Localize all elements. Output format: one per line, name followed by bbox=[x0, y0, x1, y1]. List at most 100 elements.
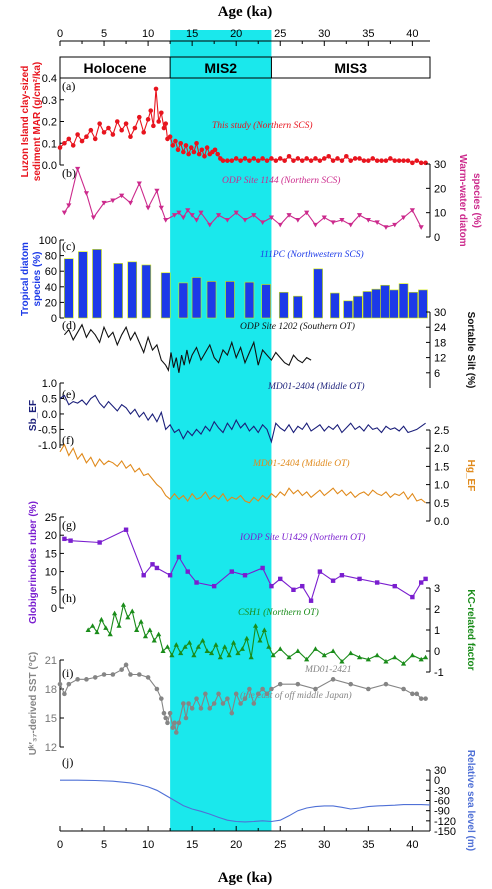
data-point bbox=[147, 627, 153, 632]
data-point bbox=[261, 627, 267, 632]
top-x-axis: 0 5 10 15 20 25 30 35 40 bbox=[57, 28, 430, 46]
data-point bbox=[326, 154, 331, 159]
y-tick-label: 100 bbox=[39, 235, 57, 247]
data-point bbox=[97, 540, 102, 545]
bar bbox=[78, 251, 88, 319]
data-point bbox=[98, 616, 105, 622]
data-point bbox=[321, 215, 327, 221]
data-point bbox=[110, 198, 116, 204]
data-point bbox=[410, 594, 415, 600]
data-point bbox=[202, 154, 207, 159]
data-point bbox=[295, 681, 301, 687]
data-point bbox=[186, 701, 191, 706]
data-point bbox=[264, 691, 270, 697]
data-point bbox=[183, 143, 189, 148]
y-tick-label: 24 bbox=[434, 322, 446, 334]
series-line bbox=[63, 166, 422, 228]
source-label: This study (Northern SCS) bbox=[212, 120, 313, 131]
data-point bbox=[383, 158, 389, 163]
panel-c: 0 20 40 60 80 100 Tropical diatom species (%) (c… bbox=[20, 235, 428, 325]
data-point bbox=[116, 623, 122, 628]
data-point bbox=[277, 681, 283, 687]
y-tick-label: 20 bbox=[434, 183, 446, 195]
data-point bbox=[191, 652, 197, 658]
panel-tag: (a) bbox=[62, 79, 75, 93]
panel-tag: (h) bbox=[62, 591, 76, 605]
data-point bbox=[291, 587, 296, 592]
data-point bbox=[196, 151, 202, 157]
bottom-tick-label: 30 bbox=[318, 839, 330, 851]
y-axis-label: Luzon Island clay-sized bbox=[20, 66, 31, 178]
data-point bbox=[242, 156, 248, 161]
data-point bbox=[150, 562, 155, 567]
y-tick-label: 18 bbox=[434, 337, 446, 349]
y-tick-label: 1.0 bbox=[42, 378, 57, 390]
y-tick-label: 0 bbox=[434, 775, 440, 787]
data-point bbox=[260, 565, 265, 571]
data-point bbox=[225, 696, 230, 701]
data-point bbox=[418, 160, 424, 166]
data-point bbox=[313, 156, 318, 161]
top-tick-label: 20 bbox=[230, 28, 242, 40]
y-axis-label: sediment MAR (g/cm²/ka) bbox=[32, 62, 43, 181]
data-point bbox=[68, 538, 73, 543]
data-point bbox=[212, 147, 218, 153]
data-point bbox=[128, 672, 133, 677]
data-point bbox=[145, 117, 151, 122]
data-point bbox=[266, 644, 272, 649]
data-point bbox=[134, 627, 140, 632]
data-point bbox=[142, 633, 149, 639]
data-point bbox=[269, 583, 274, 589]
data-point bbox=[269, 686, 274, 692]
y-axis-label: Relative sea level (m) bbox=[465, 750, 476, 851]
data-point bbox=[330, 648, 336, 653]
bar bbox=[352, 295, 363, 319]
data-point bbox=[88, 127, 94, 133]
data-point bbox=[286, 654, 292, 660]
data-point bbox=[330, 677, 336, 682]
data-point bbox=[178, 140, 183, 146]
data-point bbox=[348, 650, 354, 656]
data-point bbox=[348, 222, 354, 228]
bottom-x-axis-label: Age (ka) bbox=[218, 870, 273, 886]
data-point bbox=[145, 205, 151, 211]
data-point bbox=[194, 696, 199, 701]
source-label: MD01-2404 (Middle OT) bbox=[267, 381, 365, 392]
data-point bbox=[233, 156, 239, 161]
data-point bbox=[401, 686, 406, 692]
panel-h: -1 0 1 2 3 KC-related factor (h) CSH1 (Northern… bbox=[62, 583, 476, 679]
data-point bbox=[194, 580, 199, 585]
data-point bbox=[198, 706, 204, 711]
data-point bbox=[173, 642, 179, 647]
data-point bbox=[213, 642, 219, 647]
data-point bbox=[295, 156, 301, 161]
data-point bbox=[156, 631, 162, 637]
data-point bbox=[207, 222, 213, 228]
bottom-tick-label: 40 bbox=[406, 839, 418, 851]
data-point bbox=[136, 181, 142, 187]
data-point bbox=[191, 149, 197, 155]
bar bbox=[160, 272, 171, 319]
data-point bbox=[299, 158, 305, 163]
source-label: CSH1 (Northern OT) bbox=[238, 607, 319, 618]
data-point bbox=[164, 644, 171, 649]
data-point bbox=[178, 650, 184, 656]
y-tick-label: 0.5 bbox=[434, 498, 449, 510]
data-point bbox=[286, 213, 292, 218]
y-tick-label: 60 bbox=[45, 266, 57, 278]
data-point bbox=[161, 710, 167, 716]
data-point bbox=[356, 213, 363, 218]
data-point bbox=[366, 686, 371, 692]
data-point bbox=[374, 220, 380, 225]
data-point bbox=[120, 602, 127, 607]
data-point bbox=[176, 554, 182, 560]
y-tick-label: 30 bbox=[434, 765, 446, 777]
data-point bbox=[163, 217, 169, 223]
data-point bbox=[159, 696, 164, 701]
data-point bbox=[163, 715, 169, 721]
data-point bbox=[339, 573, 345, 578]
y-tick-label: 0.3 bbox=[42, 95, 57, 107]
data-point bbox=[321, 652, 327, 658]
data-point bbox=[129, 608, 135, 614]
y-tick-label: 6 bbox=[434, 368, 440, 380]
